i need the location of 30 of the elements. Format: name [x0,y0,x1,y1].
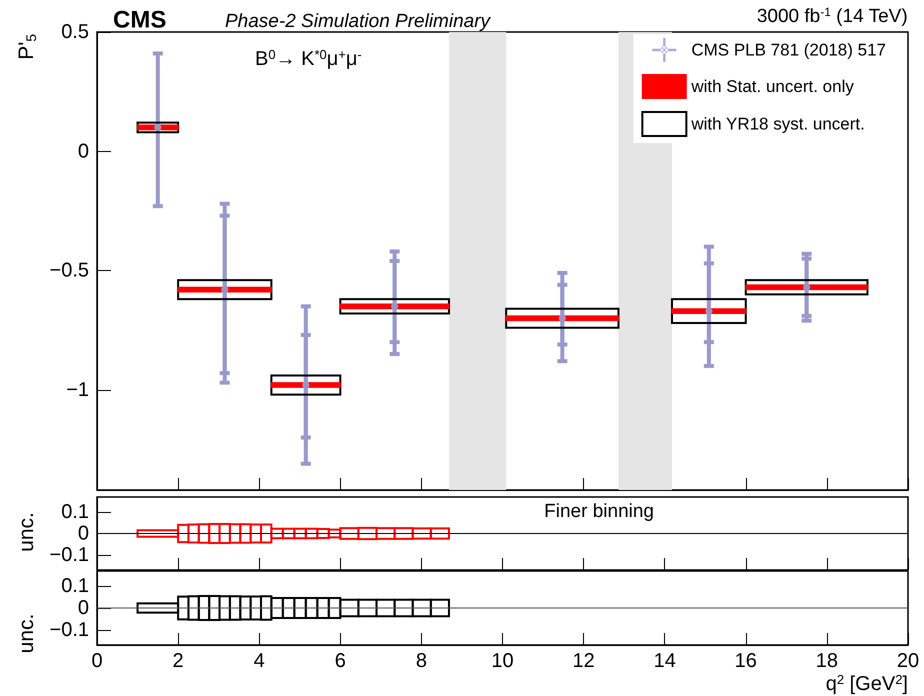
y-tick-label: −1 [66,378,89,401]
x-tick-label: 8 [416,650,427,672]
x-tick-label: 14 [654,650,676,672]
legend-label: with YR18 syst. uncert. [690,114,865,134]
x-tick-label: 18 [816,650,838,672]
chart-title: CMS [113,6,166,34]
y-tick-label: 0 [78,597,89,619]
legend-label: CMS PLB 781 (2018) 517 [691,40,886,60]
x-tick-label: 12 [572,650,595,672]
y-tick-label: 0 [78,140,89,162]
x-tick-label: 0 [91,650,103,672]
y-axis-title: P'5 [15,34,39,60]
y-tick-label: −0.5 [50,260,89,282]
y-tick-label: −0.1 [50,618,89,641]
y-axis-title: unc. [15,614,38,654]
y-tick-label: 0.5 [61,21,89,43]
legend-label: with Stat. uncert. only [690,77,854,96]
y-axis-title: unc. [15,512,38,552]
x-tick-label: 10 [491,650,514,672]
x-tick-label: 16 [734,650,757,672]
annotation: Finer binning [544,501,654,522]
x-tick-label: 6 [334,650,346,672]
chart-subtitle: Phase-2 Simulation Preliminary [225,11,492,32]
y-tick-label: 0.1 [61,575,89,598]
x-tick-label: 20 [896,650,920,672]
x-tick-label: 4 [254,650,265,672]
y-tick-label: 0.1 [61,501,89,524]
y-tick-label: 0 [78,522,89,544]
x-tick-label: 2 [172,650,184,672]
y-tick-label: −0.1 [50,544,89,566]
